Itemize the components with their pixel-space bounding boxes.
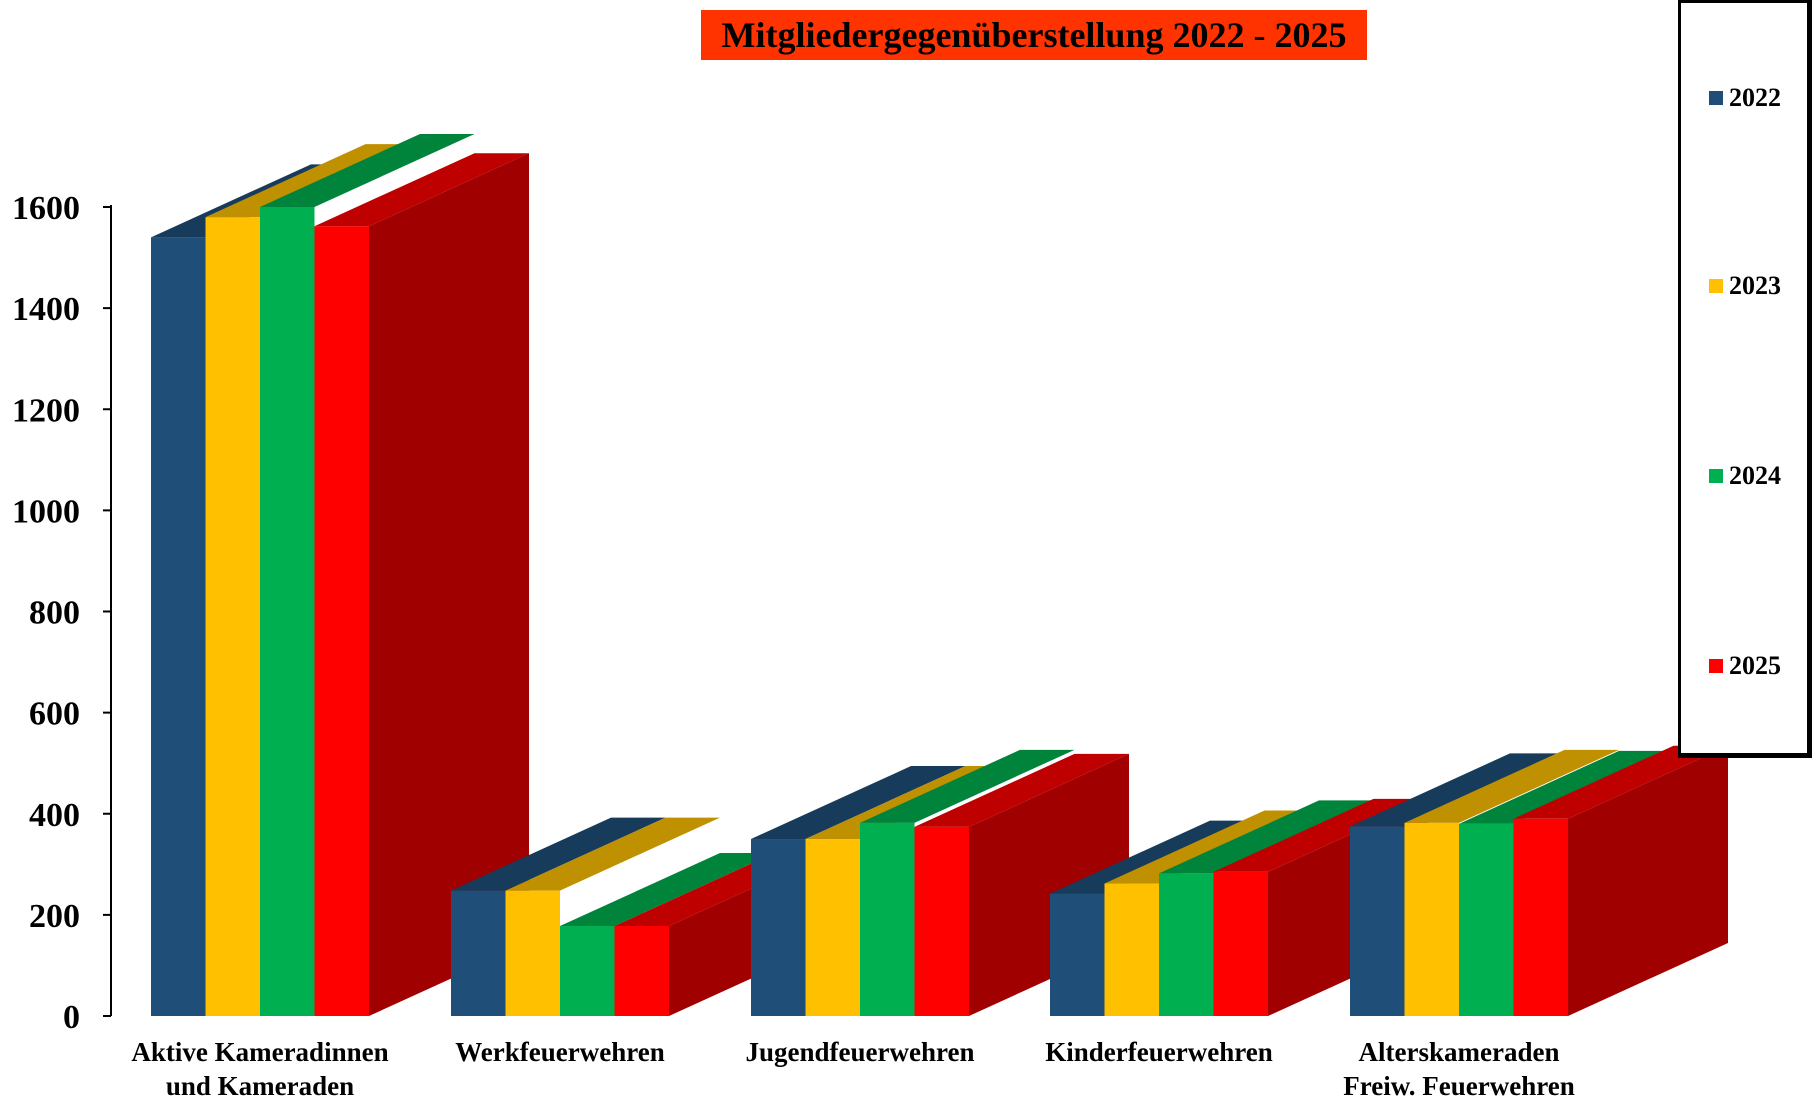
bar-group bbox=[1350, 745, 1728, 1016]
bar bbox=[1513, 818, 1568, 1016]
x-tick-label: Freiw. Feuerwehren bbox=[1343, 1071, 1574, 1101]
legend-item: 2024 bbox=[1709, 461, 1781, 491]
bar bbox=[560, 925, 615, 1016]
y-tick-label: 1600 bbox=[12, 190, 80, 227]
bar bbox=[1350, 826, 1405, 1016]
bar-top bbox=[260, 134, 475, 207]
bar bbox=[914, 826, 969, 1016]
bar-top bbox=[751, 766, 966, 840]
legend-item: 2022 bbox=[1709, 83, 1781, 113]
legend-label: 2025 bbox=[1729, 651, 1781, 680]
bar bbox=[1104, 883, 1159, 1016]
bar bbox=[805, 839, 860, 1016]
bar bbox=[260, 207, 315, 1016]
bar bbox=[1159, 873, 1214, 1016]
legend-label: 2022 bbox=[1729, 83, 1781, 112]
bar bbox=[314, 226, 369, 1016]
x-tick-label: und Kameraden bbox=[166, 1071, 354, 1101]
bar-top bbox=[560, 852, 775, 926]
bar-top bbox=[1159, 800, 1374, 874]
y-tick-label: 400 bbox=[29, 797, 80, 834]
bar-side bbox=[369, 153, 529, 1016]
y-tick-label: 1400 bbox=[12, 291, 80, 328]
bar bbox=[505, 890, 560, 1016]
legend-label: 2024 bbox=[1729, 461, 1781, 490]
bar bbox=[1404, 822, 1459, 1016]
bar bbox=[751, 839, 806, 1016]
bar bbox=[151, 237, 206, 1016]
bar bbox=[860, 822, 915, 1016]
bar-top bbox=[314, 153, 529, 227]
bar bbox=[1050, 893, 1105, 1016]
legend-item: 2023 bbox=[1709, 271, 1781, 301]
legend-label: 2023 bbox=[1729, 271, 1781, 300]
bar-group bbox=[1050, 798, 1428, 1016]
bar bbox=[1459, 823, 1514, 1016]
bar-top bbox=[451, 817, 666, 891]
legend-swatch bbox=[1709, 659, 1723, 673]
x-tick-label: Aktive Kameradinnen bbox=[131, 1037, 388, 1067]
x-tick-label: Kinderfeuerwehren bbox=[1045, 1037, 1272, 1067]
bar-top bbox=[1459, 750, 1674, 824]
bar bbox=[1213, 871, 1268, 1016]
chart-title: Mitgliedergegenüberstellung 2022 - 2025 bbox=[701, 10, 1367, 60]
y-tick-label: 200 bbox=[29, 898, 80, 935]
chart-legend: 2022 2023 2024 2025 bbox=[1678, 0, 1812, 758]
legend-swatch bbox=[1709, 469, 1723, 483]
y-tick-label: 0 bbox=[63, 999, 80, 1036]
y-tick-label: 800 bbox=[29, 595, 80, 632]
legend-swatch bbox=[1709, 91, 1723, 105]
x-tick-label: Jugendfeuerwehren bbox=[746, 1037, 975, 1067]
bar bbox=[205, 217, 260, 1017]
bar-top bbox=[860, 749, 1075, 823]
x-tick-label: Werkfeuerwehren bbox=[455, 1037, 664, 1067]
y-tick-label: 600 bbox=[29, 696, 80, 733]
bar-top bbox=[1404, 749, 1619, 823]
x-tick-label: Alterskameraden bbox=[1359, 1037, 1560, 1067]
bar bbox=[614, 925, 669, 1016]
bar bbox=[451, 890, 506, 1016]
legend-item: 2025 bbox=[1709, 651, 1781, 681]
y-tick-label: 1000 bbox=[12, 493, 80, 530]
bar-top bbox=[1350, 753, 1565, 827]
legend-swatch bbox=[1709, 279, 1723, 293]
bar-top bbox=[914, 753, 1129, 827]
bar-top bbox=[505, 817, 720, 891]
bar-side bbox=[1568, 745, 1728, 1016]
y-tick-label: 1200 bbox=[12, 392, 80, 429]
bar-top bbox=[1513, 745, 1728, 819]
bar-group bbox=[151, 134, 529, 1017]
